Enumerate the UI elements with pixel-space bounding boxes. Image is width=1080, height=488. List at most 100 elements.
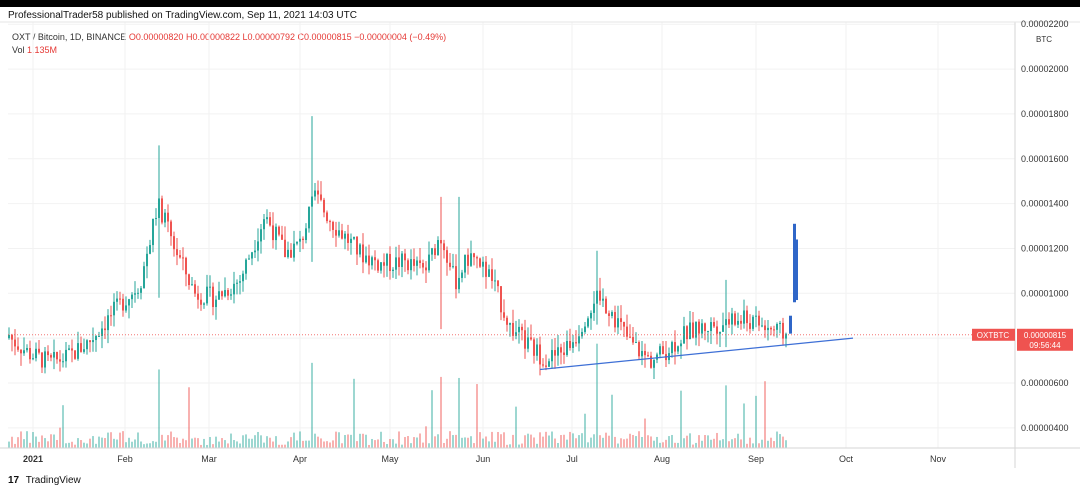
volume-bar bbox=[215, 436, 217, 448]
vol-label: Vol bbox=[12, 45, 25, 55]
symbol-line: OXT / Bitcoin, 1D, BINANCE bbox=[12, 32, 127, 42]
volume-bar bbox=[440, 376, 442, 448]
candle-body bbox=[782, 322, 784, 339]
volume-bar bbox=[536, 443, 538, 448]
volume-bar bbox=[104, 438, 106, 448]
candle-body bbox=[86, 340, 88, 350]
volume-bar bbox=[521, 443, 523, 448]
volume-bar bbox=[134, 439, 136, 448]
candle-body bbox=[701, 323, 703, 334]
candle-body bbox=[74, 350, 76, 359]
volume-bar bbox=[404, 437, 406, 448]
x-tick-label: Mar bbox=[201, 454, 217, 464]
volume-bar bbox=[344, 435, 346, 448]
candle-body bbox=[611, 312, 613, 316]
volume-bar bbox=[602, 437, 604, 448]
volume-bar bbox=[674, 442, 676, 448]
volume-bar bbox=[551, 431, 553, 448]
candle-body bbox=[500, 286, 502, 313]
candle-body bbox=[479, 258, 481, 267]
volume-bar bbox=[497, 432, 499, 448]
volume-bar bbox=[512, 434, 514, 448]
candle-body bbox=[320, 194, 322, 200]
volume-bar bbox=[485, 436, 487, 448]
candle-body bbox=[488, 269, 490, 277]
volume-bar bbox=[332, 440, 334, 448]
volume-legend: Vol 1.135M bbox=[12, 45, 57, 55]
candle-body bbox=[713, 322, 715, 327]
volume-bar bbox=[722, 439, 724, 448]
volume-bar bbox=[719, 440, 721, 448]
candle-body bbox=[461, 272, 463, 278]
volume-bar bbox=[734, 438, 736, 448]
candle-body bbox=[773, 329, 775, 331]
volume-bar bbox=[356, 441, 358, 448]
candle-body bbox=[638, 342, 640, 357]
volume-bar bbox=[272, 441, 274, 448]
volume-bar bbox=[194, 437, 196, 448]
candle-body bbox=[695, 321, 697, 338]
candle-body bbox=[575, 342, 577, 344]
candle-body bbox=[521, 326, 523, 331]
volume-bar bbox=[473, 443, 475, 448]
candle-body bbox=[506, 317, 508, 325]
volume-bar bbox=[596, 343, 598, 448]
candle-body bbox=[416, 260, 418, 266]
volume-bar bbox=[587, 442, 589, 448]
volume-bar bbox=[698, 435, 700, 448]
candle-body bbox=[533, 339, 535, 356]
candle-body bbox=[89, 340, 91, 343]
volume-bar bbox=[407, 436, 409, 448]
support-trendline bbox=[539, 337, 854, 371]
volume-bar bbox=[17, 437, 19, 448]
candle-body bbox=[509, 322, 511, 325]
volume-bar bbox=[635, 436, 637, 448]
volume-bar bbox=[581, 433, 583, 448]
y-tick-label: 0.00001200 bbox=[1021, 243, 1069, 253]
volume-bar bbox=[278, 444, 280, 448]
volume-bar bbox=[128, 437, 130, 448]
volume-bar bbox=[398, 431, 400, 448]
volume-bar bbox=[122, 431, 124, 448]
candle-body bbox=[167, 212, 169, 222]
volume-bar bbox=[44, 438, 46, 448]
candle-body bbox=[659, 346, 661, 355]
candle-body bbox=[71, 348, 73, 351]
candle-body bbox=[11, 334, 13, 340]
volume-bar bbox=[197, 438, 199, 448]
candle-body bbox=[743, 310, 745, 324]
volume-bar bbox=[296, 440, 298, 448]
candle-body bbox=[608, 313, 610, 316]
volume-bar bbox=[116, 439, 118, 448]
volume-bar bbox=[53, 434, 55, 448]
candle-body bbox=[452, 266, 454, 268]
candle-body bbox=[275, 226, 277, 241]
volume-bar bbox=[164, 440, 166, 448]
volume-bar bbox=[158, 369, 160, 448]
volume-bar bbox=[41, 435, 43, 448]
candle-body bbox=[635, 342, 637, 344]
candle-body bbox=[83, 349, 85, 352]
candle-body bbox=[170, 221, 172, 237]
volume-bar bbox=[230, 433, 232, 448]
candle-body bbox=[32, 358, 34, 360]
volume-bar bbox=[26, 431, 28, 448]
candle-body bbox=[383, 262, 385, 266]
candle-body bbox=[233, 283, 235, 295]
volume-bar bbox=[71, 441, 73, 448]
candle-body bbox=[254, 250, 256, 253]
candle-body bbox=[287, 249, 289, 258]
y-tick-label: 0.00001400 bbox=[1021, 199, 1069, 209]
candle-body bbox=[182, 257, 184, 259]
volume-bar bbox=[308, 440, 310, 448]
vol-value: 1.135M bbox=[27, 45, 58, 55]
volume-bar bbox=[611, 394, 613, 448]
footer-bar: 17 TradingView bbox=[8, 475, 81, 486]
candle-body bbox=[173, 236, 175, 250]
candle-body bbox=[356, 236, 358, 255]
volume-bar bbox=[731, 439, 733, 448]
candle-body bbox=[26, 348, 28, 351]
candle-body bbox=[47, 351, 49, 356]
volume-bar bbox=[8, 441, 10, 448]
